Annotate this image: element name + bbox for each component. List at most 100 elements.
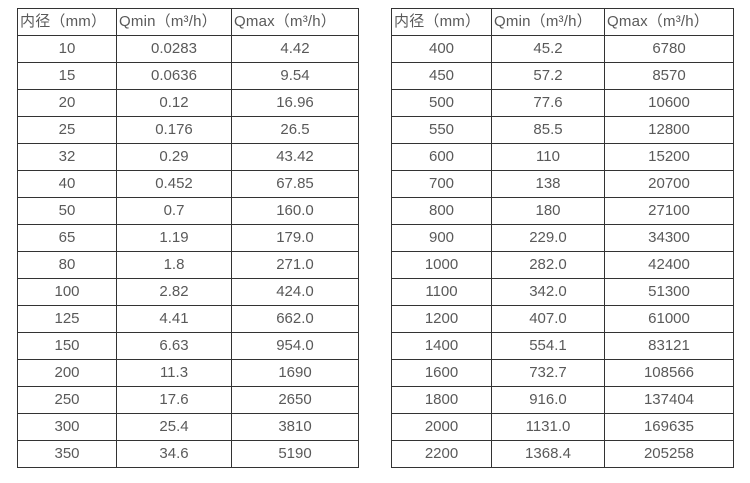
table-cell: 1690	[231, 359, 359, 387]
table-row: 2000 1131.0 169635	[391, 413, 734, 441]
header-inner-diameter: 内径（mm）	[391, 8, 492, 36]
table-cell: 100	[17, 278, 117, 306]
table-row: 100 2.82 424.0	[17, 278, 359, 306]
table-cell: 450	[391, 62, 492, 90]
table-row: 550 85.5 12800	[391, 116, 734, 144]
table-cell: 77.6	[491, 89, 605, 117]
table-cell: 500	[391, 89, 492, 117]
table-row: 80 1.8 271.0	[17, 251, 359, 279]
table-row: 65 1.19 179.0	[17, 224, 359, 252]
header-row: 内径（mm） Qmin（m³/h） Qmax（m³/h）	[17, 8, 359, 36]
table-cell: 0.12	[116, 89, 232, 117]
table-row: 1800 916.0 137404	[391, 386, 734, 414]
table-cell: 12800	[604, 116, 734, 144]
table-cell: 282.0	[491, 251, 605, 279]
table-cell: 554.1	[491, 332, 605, 360]
table-cell: 25	[17, 116, 117, 144]
table-cell: 20	[17, 89, 117, 117]
table-cell: 0.29	[116, 143, 232, 171]
table-row: 20 0.12 16.96	[17, 89, 359, 117]
table-row: 40 0.452 67.85	[17, 170, 359, 198]
table-cell: 200	[17, 359, 117, 387]
table-cell: 271.0	[231, 251, 359, 279]
table-cell: 300	[17, 413, 117, 441]
table-row: 1200 407.0 61000	[391, 305, 734, 333]
table-cell: 0.0636	[116, 62, 232, 90]
table-cell: 125	[17, 305, 117, 333]
table-row: 800 180 27100	[391, 197, 734, 225]
table-cell: 4.41	[116, 305, 232, 333]
table-cell: 916.0	[491, 386, 605, 414]
table-row: 1100 342.0 51300	[391, 278, 734, 306]
table-cell: 1.8	[116, 251, 232, 279]
table-cell: 407.0	[491, 305, 605, 333]
table-cell: 732.7	[491, 359, 605, 387]
table-cell: 2000	[391, 413, 492, 441]
table-cell: 57.2	[491, 62, 605, 90]
table-cell: 600	[391, 143, 492, 171]
table-row: 50 0.7 160.0	[17, 197, 359, 225]
table-cell: 0.0283	[116, 35, 232, 63]
table-row: 150 6.63 954.0	[17, 332, 359, 360]
table-cell: 2.82	[116, 278, 232, 306]
table-cell: 1200	[391, 305, 492, 333]
table-row: 1000 282.0 42400	[391, 251, 734, 279]
table-cell: 0.176	[116, 116, 232, 144]
table-cell: 954.0	[231, 332, 359, 360]
table-cell: 67.85	[231, 170, 359, 198]
table-row: 1400 554.1 83121	[391, 332, 734, 360]
table-cell: 138	[491, 170, 605, 198]
table-cell: 424.0	[231, 278, 359, 306]
table-row: 2200 1368.4 205258	[391, 440, 734, 468]
table-cell: 229.0	[491, 224, 605, 252]
table-row: 450 57.2 8570	[391, 62, 734, 90]
header-qmax: Qmax（m³/h）	[604, 8, 734, 36]
table-cell: 15200	[604, 143, 734, 171]
table-row: 400 45.2 6780	[391, 35, 734, 63]
table-row: 300 25.4 3810	[17, 413, 359, 441]
table-row: 200 11.3 1690	[17, 359, 359, 387]
table-cell: 350	[17, 440, 117, 468]
table-cell: 1000	[391, 251, 492, 279]
table-cell: 800	[391, 197, 492, 225]
table-cell: 61000	[604, 305, 734, 333]
table-cell: 342.0	[491, 278, 605, 306]
table-cell: 0.452	[116, 170, 232, 198]
table-cell: 15	[17, 62, 117, 90]
table-cell: 169635	[604, 413, 734, 441]
table-body: 400 45.2 6780 450 57.2 8570 500 77.6 10600 550 85.…	[391, 35, 734, 468]
table-cell: 160.0	[231, 197, 359, 225]
table-cell: 400	[391, 35, 492, 63]
table-cell: 662.0	[231, 305, 359, 333]
table-cell: 32	[17, 143, 117, 171]
table-cell: 40	[17, 170, 117, 198]
table-row: 1600 732.7 108566	[391, 359, 734, 387]
table-cell: 1600	[391, 359, 492, 387]
table-cell: 2200	[391, 440, 492, 468]
table-cell: 65	[17, 224, 117, 252]
table-cell: 1368.4	[491, 440, 605, 468]
table-cell: 26.5	[231, 116, 359, 144]
table-cell: 16.96	[231, 89, 359, 117]
table-cell: 27100	[604, 197, 734, 225]
table-cell: 80	[17, 251, 117, 279]
table-cell: 83121	[604, 332, 734, 360]
table-cell: 10	[17, 35, 117, 63]
table-cell: 43.42	[231, 143, 359, 171]
table-cell: 34.6	[116, 440, 232, 468]
table-cell: 1400	[391, 332, 492, 360]
table-cell: 179.0	[231, 224, 359, 252]
table-cell: 8570	[604, 62, 734, 90]
header-qmin: Qmin（m³/h）	[491, 8, 605, 36]
table-row: 250 17.6 2650	[17, 386, 359, 414]
table-cell: 150	[17, 332, 117, 360]
table-cell: 108566	[604, 359, 734, 387]
table-cell: 250	[17, 386, 117, 414]
table-cell: 137404	[604, 386, 734, 414]
table-cell: 110	[491, 143, 605, 171]
table-cell: 51300	[604, 278, 734, 306]
table-cell: 1800	[391, 386, 492, 414]
table-row: 600 110 15200	[391, 143, 734, 171]
table-cell: 20700	[604, 170, 734, 198]
